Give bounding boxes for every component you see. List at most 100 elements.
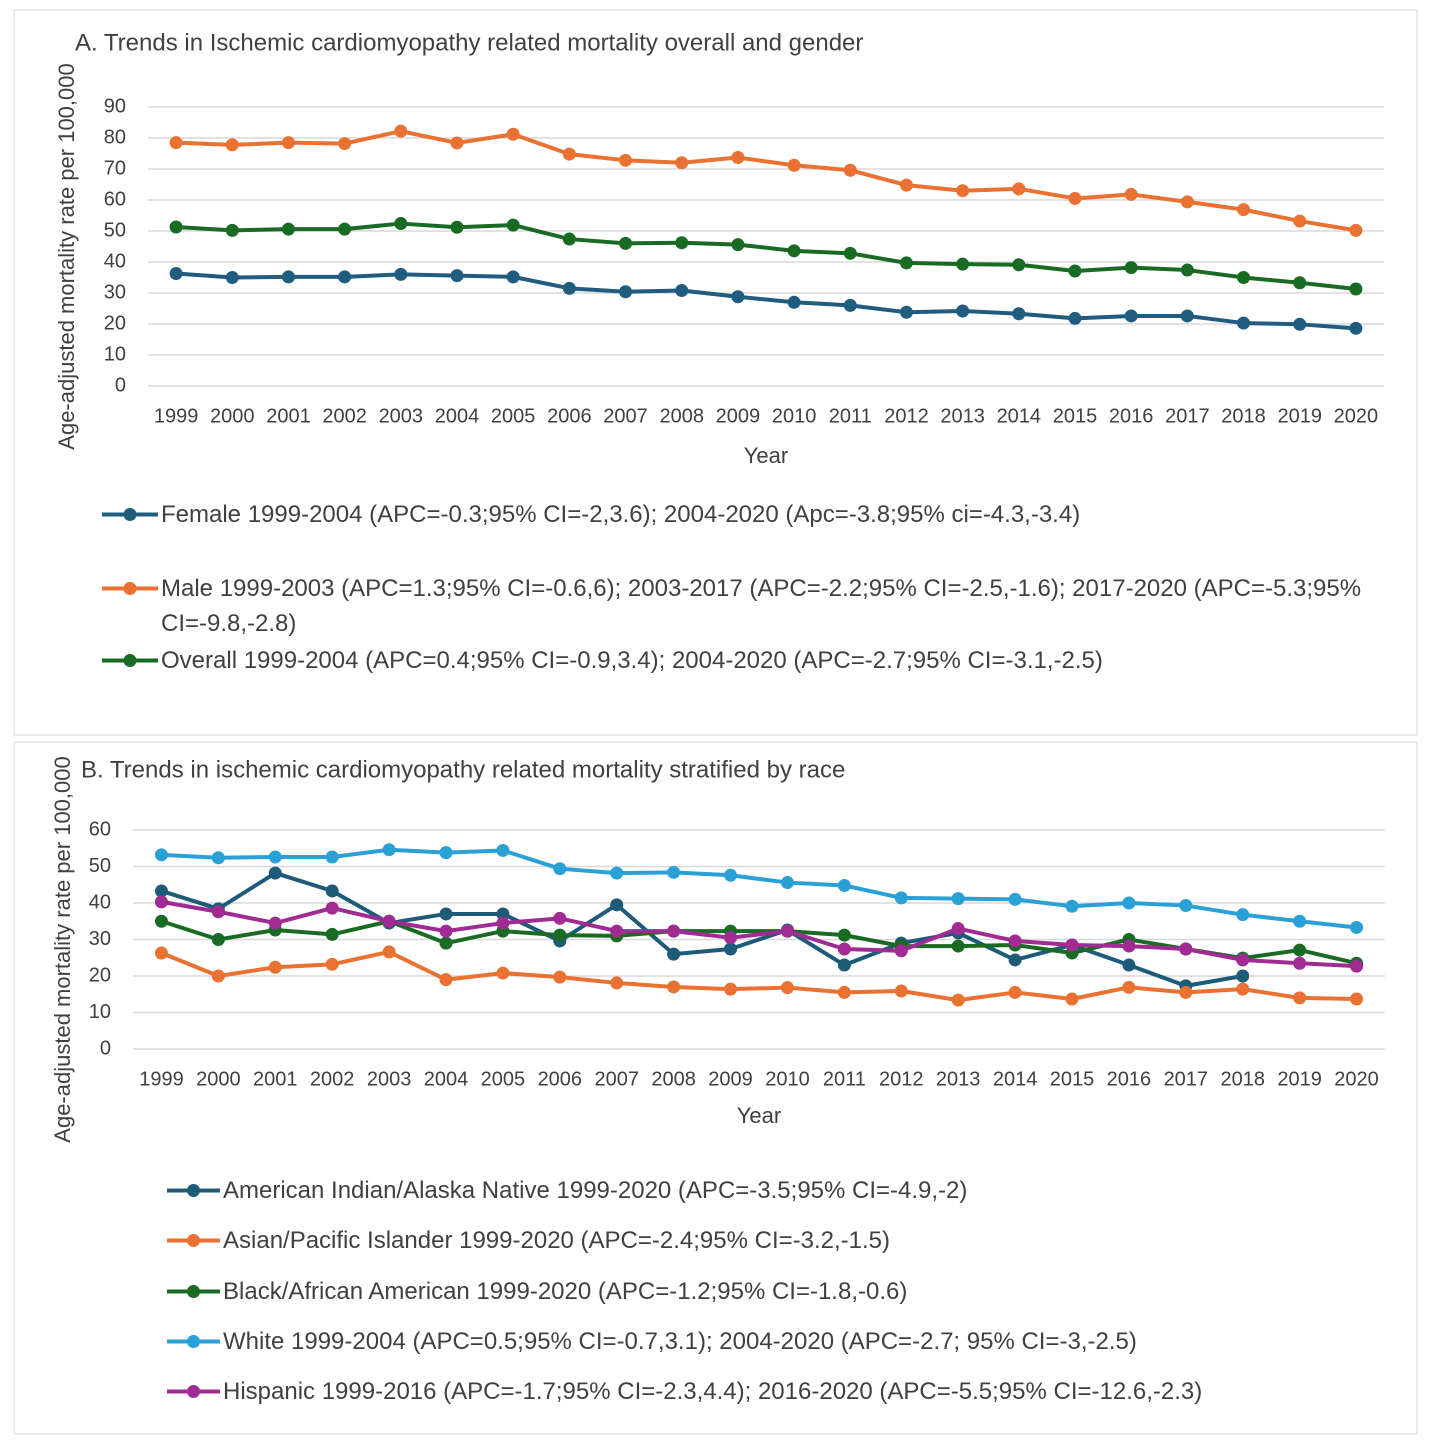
x-tick-label: 2010 xyxy=(772,405,817,427)
legend-entry: Hispanic 1999-2016 (APC=-1.7;95% CI=-2.3… xyxy=(223,1378,1203,1405)
legend-entry: White 1999-2004 (APC=0.5;95% CI=-0.7,3.1… xyxy=(223,1328,1137,1355)
data-point xyxy=(1349,223,1363,237)
data-point xyxy=(1236,953,1250,967)
x-tick-label: 2018 xyxy=(1221,405,1266,427)
x-tick-label: 1999 xyxy=(154,405,199,427)
data-point xyxy=(553,862,567,876)
data-point xyxy=(610,898,624,912)
data-point xyxy=(780,924,794,938)
data-point xyxy=(382,843,396,857)
data-point xyxy=(1124,261,1138,275)
data-point xyxy=(1012,182,1026,196)
data-point xyxy=(837,985,851,999)
data-point xyxy=(724,931,738,945)
x-tick-label: 2018 xyxy=(1220,1068,1265,1090)
data-point xyxy=(951,993,965,1007)
x-tick-label: 2020 xyxy=(1334,1068,1379,1090)
data-point xyxy=(281,222,295,236)
data-point xyxy=(951,922,965,936)
data-point xyxy=(562,281,576,295)
data-point xyxy=(338,222,352,236)
x-axis-label: Year xyxy=(744,443,788,468)
data-point xyxy=(787,244,801,258)
x-tick-label: 2008 xyxy=(659,405,704,427)
x-tick-label: 2016 xyxy=(1107,1068,1152,1090)
x-tick-label: 2012 xyxy=(884,405,929,427)
data-point xyxy=(1122,980,1136,994)
data-point xyxy=(506,127,520,141)
data-point xyxy=(899,305,913,319)
data-point xyxy=(1293,943,1307,957)
data-point xyxy=(787,158,801,172)
data-point xyxy=(956,184,970,198)
x-tick-label: 2019 xyxy=(1277,1068,1322,1090)
data-point xyxy=(1008,953,1022,967)
data-point xyxy=(1180,309,1194,323)
data-point xyxy=(1293,317,1307,331)
data-point xyxy=(780,981,794,995)
data-point xyxy=(439,846,453,860)
data-point xyxy=(1179,899,1193,913)
x-tick-label: 1999 xyxy=(139,1068,184,1090)
data-point xyxy=(211,905,225,919)
data-point xyxy=(553,928,567,942)
y-tick-label: 50 xyxy=(104,219,126,241)
y-tick-label: 0 xyxy=(115,374,126,396)
chart-title: B. Trends in ischemic cardiomyopathy rel… xyxy=(81,756,845,783)
x-tick-label: 2019 xyxy=(1277,405,1322,427)
data-point xyxy=(1065,938,1079,952)
data-point xyxy=(1293,914,1307,928)
y-tick-label: 20 xyxy=(89,964,111,986)
data-point xyxy=(281,270,295,284)
y-axis-label: Age-adjusted mortality rate per 100,000 xyxy=(54,63,79,449)
data-point xyxy=(562,147,576,161)
data-point xyxy=(394,217,408,231)
legend-swatch-marker xyxy=(187,1285,200,1298)
y-tick-label: 0 xyxy=(100,1037,111,1059)
data-point xyxy=(894,944,908,958)
data-point xyxy=(1122,939,1136,953)
x-tick-label: 2009 xyxy=(708,1068,753,1090)
x-tick-label: 2006 xyxy=(538,1068,583,1090)
data-point xyxy=(211,933,225,946)
data-point xyxy=(1350,959,1364,973)
data-point xyxy=(610,924,624,938)
data-point xyxy=(325,901,339,915)
x-tick-label: 2020 xyxy=(1334,405,1379,427)
data-point xyxy=(506,218,520,232)
data-point xyxy=(1068,191,1082,205)
x-tick-label: 2015 xyxy=(1053,405,1098,427)
legend-swatch-marker xyxy=(187,1385,200,1398)
data-point xyxy=(1350,992,1364,1006)
data-point xyxy=(225,271,239,284)
data-point xyxy=(843,298,857,312)
legend-entry: Female 1999-2004 (APC=-0.3;95% CI=-2,3.6… xyxy=(161,501,1081,528)
chart-title: A. Trends in Ischemic cardiomyopathy rel… xyxy=(75,29,863,56)
data-point xyxy=(951,892,965,906)
data-point xyxy=(496,966,510,980)
data-point xyxy=(496,843,510,857)
series-line xyxy=(160,949,1357,1003)
x-tick-label: 2005 xyxy=(491,405,536,427)
data-point xyxy=(667,865,681,879)
data-point xyxy=(211,969,225,983)
data-point xyxy=(169,220,183,234)
data-point xyxy=(154,946,168,960)
data-point xyxy=(225,223,239,237)
data-point xyxy=(1293,991,1307,1005)
data-point xyxy=(899,256,913,270)
x-tick-label: 2017 xyxy=(1165,405,1210,427)
data-point xyxy=(439,924,453,938)
series-line xyxy=(175,221,1357,291)
y-tick-label: 70 xyxy=(104,157,126,179)
data-point xyxy=(1008,892,1022,906)
data-point xyxy=(211,851,225,865)
y-tick-label: 90 xyxy=(104,95,126,117)
data-point xyxy=(610,866,624,880)
legend-swatch-marker xyxy=(123,654,137,667)
data-point xyxy=(1293,214,1307,228)
data-point xyxy=(731,238,745,252)
series-line xyxy=(160,871,1244,988)
data-point xyxy=(956,257,970,271)
